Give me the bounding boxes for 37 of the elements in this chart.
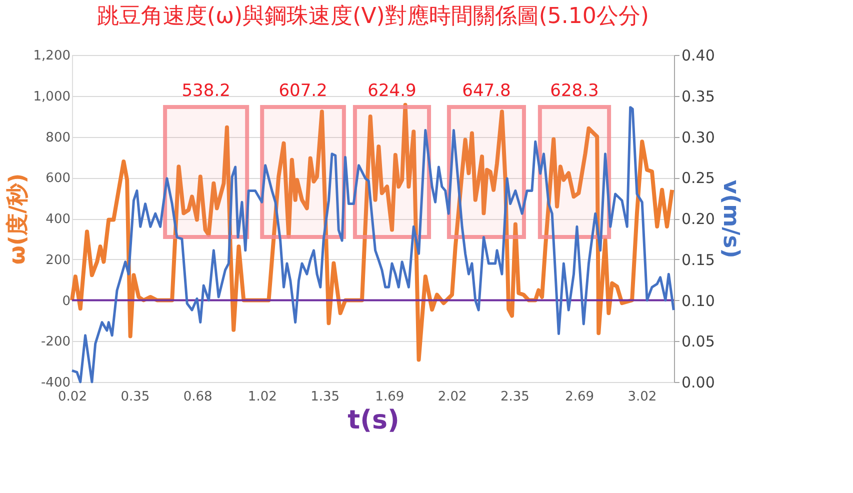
- y-tick-label: -200: [40, 334, 70, 350]
- x-tick-label: 1.69: [375, 390, 404, 404]
- y2-tick-label: 0.05: [682, 332, 715, 351]
- x-tick-label: 0.68: [183, 390, 212, 404]
- x-tick-label: 1.02: [248, 390, 277, 404]
- y2-tick-label: 0.25: [682, 169, 715, 188]
- y2-tick-label: 0.00: [682, 374, 715, 392]
- x-tick-label: 2.02: [438, 390, 467, 404]
- y2-tick-label: 0.15: [682, 250, 715, 269]
- y2-tick-label: 0.20: [682, 210, 715, 228]
- x-tick-label: 0.35: [120, 390, 150, 404]
- y-tick-label: 1,000: [33, 89, 70, 104]
- x-tick-label: 1.35: [310, 390, 340, 404]
- band-label: 538.2: [182, 81, 230, 101]
- y2-tick-label: 0.35: [682, 87, 715, 106]
- y2-axis-title: v(m/s): [718, 180, 743, 258]
- x-tick-label: 0.02: [58, 390, 87, 404]
- y-tick-label: 800: [46, 130, 70, 146]
- x-tick-label: 2.69: [565, 390, 594, 404]
- x-tick-label: 3.02: [628, 390, 657, 404]
- y2-tick-label: 0.40: [682, 46, 715, 64]
- y2-tick-label: 0.10: [682, 292, 715, 310]
- band-label: 624.9: [368, 81, 416, 101]
- y-axis-title: ω(度/秒): [4, 173, 30, 265]
- x-tick-label: 2.35: [500, 390, 530, 404]
- chart-title: 跳豆角速度(ω)與鋼珠速度(V)對應時間關係圖(5.10公分): [97, 4, 649, 29]
- y-tick-label: 1,200: [33, 48, 70, 64]
- y-tick-label: 400: [46, 212, 70, 227]
- band-label: 647.8: [462, 81, 511, 101]
- y-tick-label: 200: [46, 252, 70, 268]
- y-tick-label: 0: [62, 294, 70, 309]
- band-label: 628.3: [550, 81, 599, 101]
- y-tick-label: 600: [46, 171, 70, 186]
- x-axis-title: t(s): [348, 406, 400, 436]
- band-label: 607.2: [278, 81, 328, 101]
- y2-tick-label: 0.30: [682, 128, 715, 146]
- y-tick-label: -400: [40, 376, 70, 390]
